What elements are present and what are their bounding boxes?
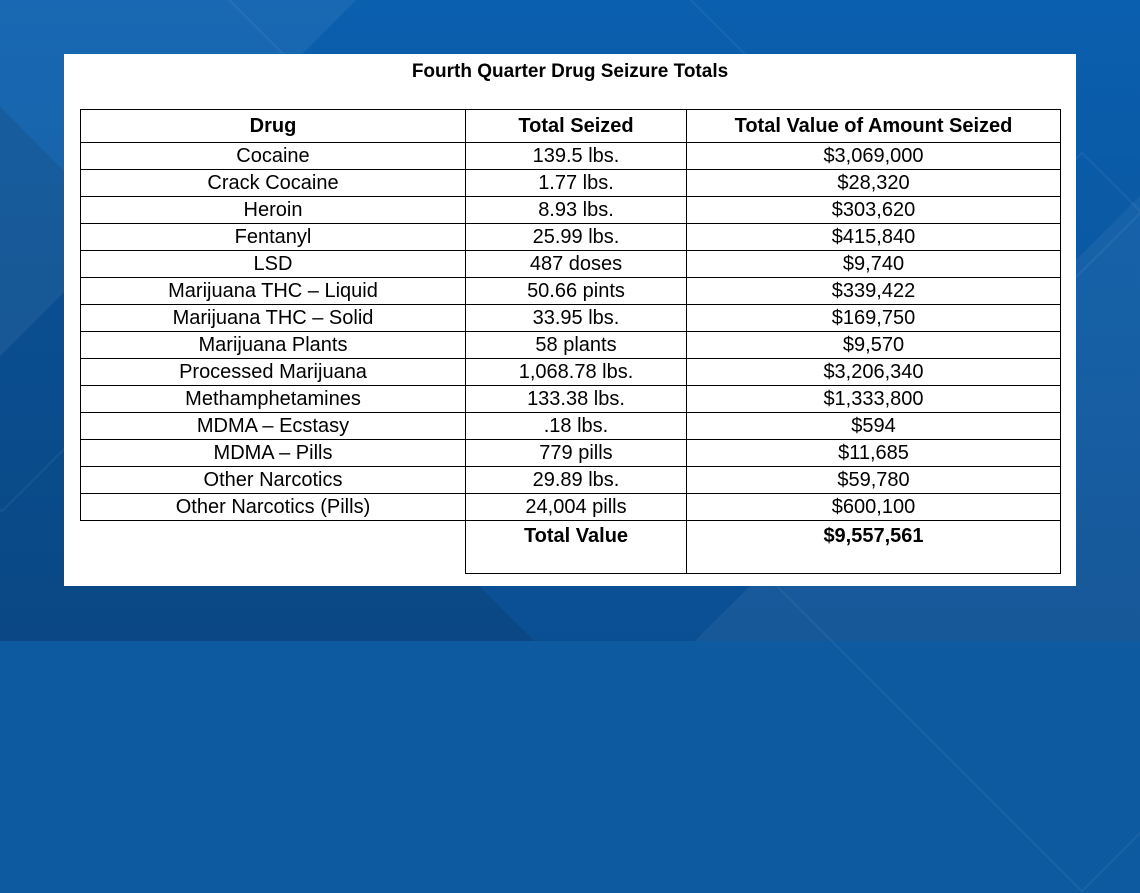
table-row: MDMA – Ecstasy .18 lbs. $594 <box>80 412 1061 440</box>
cell-total-seized: .18 lbs. <box>465 412 687 440</box>
cell-total-seized: 58 plants <box>465 331 687 359</box>
cell-total-value: $3,069,000 <box>686 142 1061 170</box>
cell-total-seized: 24,004 pills <box>465 493 687 521</box>
header-total-seized: Total Seized <box>465 109 687 143</box>
cell-drug: MDMA – Ecstasy <box>80 412 466 440</box>
cell-total-seized: 8.93 lbs. <box>465 196 687 224</box>
cell-total-value: $9,740 <box>686 250 1061 278</box>
cell-drug: Crack Cocaine <box>80 169 466 197</box>
cell-total-seized: 779 pills <box>465 439 687 467</box>
table-row: Crack Cocaine 1.77 lbs. $28,320 <box>80 169 1061 197</box>
cell-total-value: $415,840 <box>686 223 1061 251</box>
cell-total-value: $1,333,800 <box>686 385 1061 413</box>
cell-total-value: $11,685 <box>686 439 1061 467</box>
seizure-table: Drug Total Seized Total Value of Amount … <box>80 109 1061 574</box>
document-title: Fourth Quarter Drug Seizure Totals <box>411 61 729 82</box>
table-row: Marijuana THC – Solid 33.95 lbs. $169,750 <box>80 304 1061 332</box>
cell-total-seized: 25.99 lbs. <box>465 223 687 251</box>
cell-total-value: $600,100 <box>686 493 1061 521</box>
cell-drug: LSD <box>80 250 466 278</box>
cell-total-seized: 1,068.78 lbs. <box>465 358 687 386</box>
cell-total-value: $169,750 <box>686 304 1061 332</box>
cell-total-seized: 487 doses <box>465 250 687 278</box>
header-total-value: Total Value of Amount Seized <box>686 109 1061 143</box>
cell-total-seized: 133.38 lbs. <box>465 385 687 413</box>
table-row: Methamphetamines 133.38 lbs. $1,333,800 <box>80 385 1061 413</box>
table-row: MDMA – Pills 779 pills $11,685 <box>80 439 1061 467</box>
cell-drug: Marijuana Plants <box>80 331 466 359</box>
table-row: Marijuana Plants 58 plants $9,570 <box>80 331 1061 359</box>
table-row: LSD 487 doses $9,740 <box>80 250 1061 278</box>
total-row: Total Value $9,557,561 <box>80 520 1061 574</box>
total-label: Total Value <box>465 520 687 574</box>
table-header-row: Drug Total Seized Total Value of Amount … <box>80 109 1061 143</box>
table-row: Cocaine 139.5 lbs. $3,069,000 <box>80 142 1061 170</box>
cell-total-value: $339,422 <box>686 277 1061 305</box>
table-row: Other Narcotics 29.89 lbs. $59,780 <box>80 466 1061 494</box>
table-row: Fentanyl 25.99 lbs. $415,840 <box>80 223 1061 251</box>
cell-drug: Cocaine <box>80 142 466 170</box>
cell-drug: Marijuana THC – Solid <box>80 304 466 332</box>
cell-total-value: $9,570 <box>686 331 1061 359</box>
document-card: Fourth Quarter Drug Seizure Totals Drug … <box>64 54 1076 586</box>
cell-drug: Other Narcotics <box>80 466 466 494</box>
cell-drug: Fentanyl <box>80 223 466 251</box>
cell-total-value: $594 <box>686 412 1061 440</box>
cell-drug: Marijuana THC – Liquid <box>80 277 466 305</box>
cell-drug: Other Narcotics (Pills) <box>80 493 466 521</box>
table-row: Other Narcotics (Pills) 24,004 pills $600,… <box>80 493 1061 521</box>
cell-drug: Heroin <box>80 196 466 224</box>
cell-total-seized: 29.89 lbs. <box>465 466 687 494</box>
total-value: $9,557,561 <box>686 520 1061 574</box>
cell-total-value: $28,320 <box>686 169 1061 197</box>
cell-drug: Processed Marijuana <box>80 358 466 386</box>
header-drug: Drug <box>80 109 466 143</box>
table-row: Processed Marijuana 1,068.78 lbs. $3,206,3… <box>80 358 1061 386</box>
cell-drug: Methamphetamines <box>80 385 466 413</box>
cell-total-value: $303,620 <box>686 196 1061 224</box>
table-row: Heroin 8.93 lbs. $303,620 <box>80 196 1061 224</box>
total-blank-cell <box>80 520 466 574</box>
cell-total-value: $3,206,340 <box>686 358 1061 386</box>
cell-total-seized: 1.77 lbs. <box>465 169 687 197</box>
cell-drug: MDMA – Pills <box>80 439 466 467</box>
cell-total-value: $59,780 <box>686 466 1061 494</box>
cell-total-seized: 139.5 lbs. <box>465 142 687 170</box>
cell-total-seized: 33.95 lbs. <box>465 304 687 332</box>
table-row: Marijuana THC – Liquid 50.66 pints $339,42… <box>80 277 1061 305</box>
cell-total-seized: 50.66 pints <box>465 277 687 305</box>
